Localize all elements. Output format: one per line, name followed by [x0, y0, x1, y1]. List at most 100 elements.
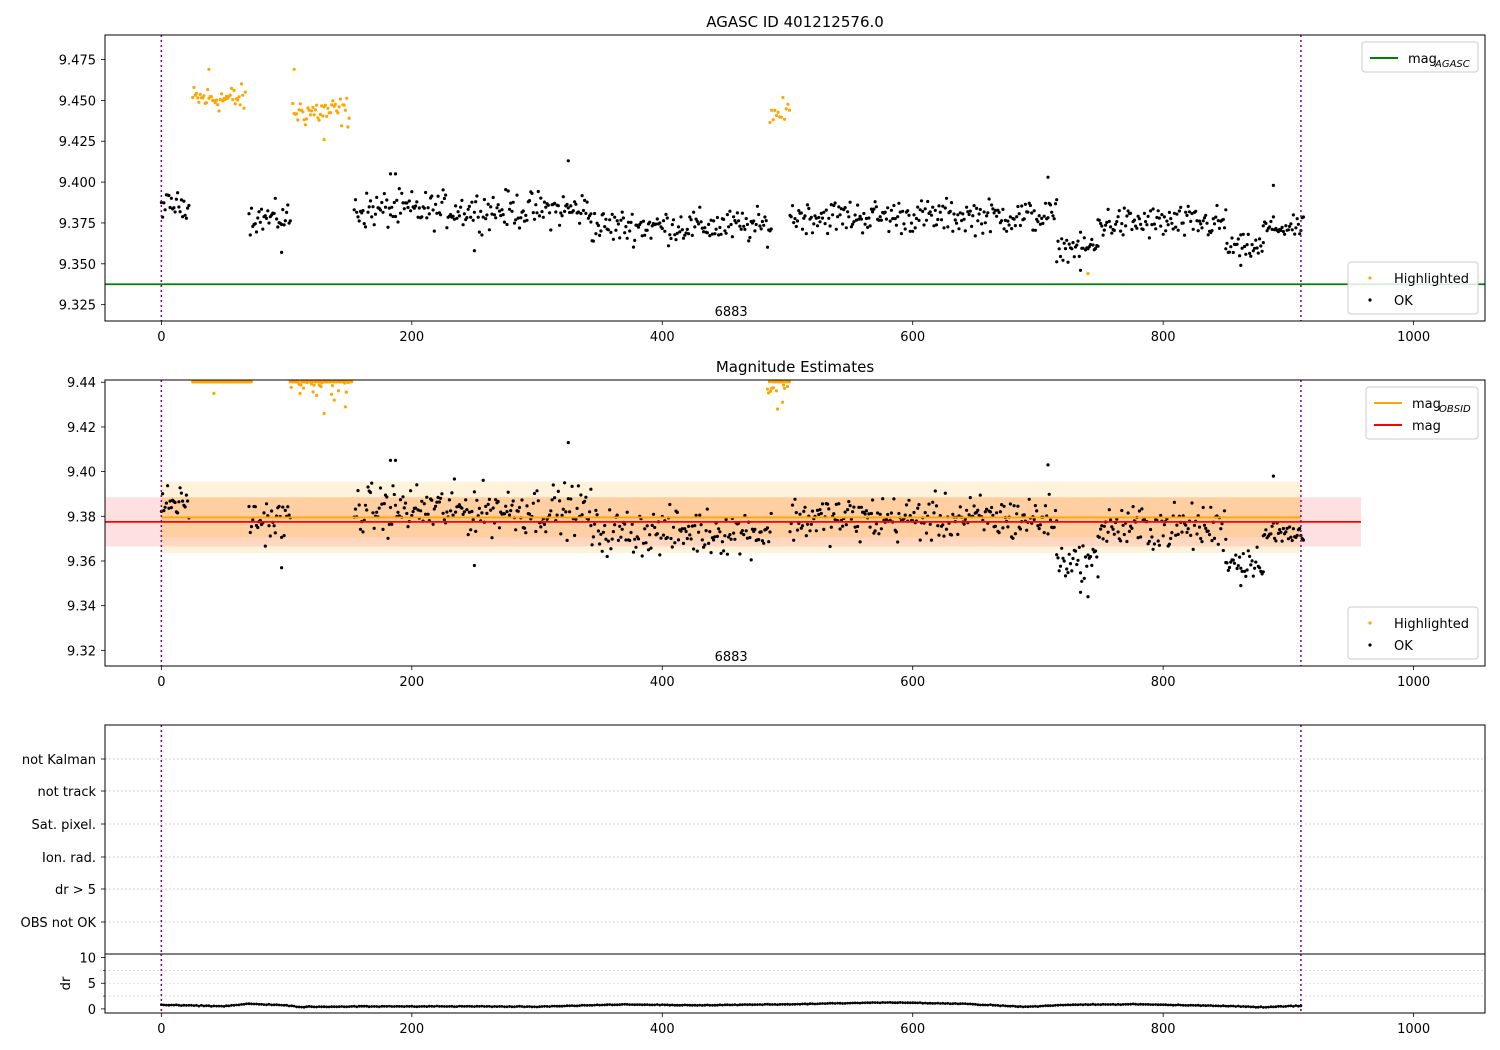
data-point [280, 566, 284, 570]
data-point [409, 489, 413, 493]
data-point [732, 215, 736, 219]
data-point [804, 534, 808, 538]
dr-point [951, 1002, 955, 1006]
data-point [491, 195, 495, 200]
dr-point [548, 1005, 551, 1008]
data-point [401, 201, 405, 205]
ytick-label: 9.350 [59, 258, 96, 273]
data-point [897, 201, 901, 205]
data-point [451, 214, 455, 218]
data-point [1116, 215, 1120, 219]
data-point [444, 193, 448, 197]
data-point [462, 212, 466, 216]
data-point [1174, 533, 1178, 537]
dr-point [1014, 1005, 1017, 1008]
data-point [416, 215, 420, 219]
data-point [819, 511, 823, 516]
data-point [715, 534, 720, 539]
data-point [392, 200, 396, 205]
data-point [1144, 220, 1148, 224]
dr-point [1139, 1002, 1142, 1006]
dr-point [415, 1005, 419, 1009]
data-point [315, 103, 319, 107]
data-point [800, 227, 805, 231]
chart-title-top: AGASC ID 401212576.0 [706, 13, 884, 31]
plot-area [105, 35, 1485, 321]
data-point [921, 209, 925, 213]
data-point [1293, 232, 1297, 236]
data-point [747, 239, 751, 243]
data-point [1022, 513, 1026, 517]
data-point [901, 209, 905, 213]
data-point [689, 218, 693, 222]
dr-point [1284, 1005, 1288, 1008]
data-point [966, 210, 970, 214]
data-point [1002, 504, 1006, 508]
data-point [995, 511, 999, 515]
ytick-label: 9.34 [67, 600, 96, 615]
data-point [1154, 227, 1158, 231]
data-point [183, 213, 187, 217]
data-point [601, 212, 606, 216]
data-point [1072, 255, 1076, 259]
data-point [191, 95, 195, 100]
data-point [481, 478, 485, 482]
data-point [795, 528, 800, 532]
dr-point [412, 1005, 416, 1008]
data-point [1206, 233, 1210, 237]
data-point [907, 498, 911, 502]
dr-point [783, 1003, 787, 1006]
data-point [787, 380, 792, 384]
data-point [630, 522, 634, 526]
data-point [467, 510, 471, 514]
data-point [410, 190, 414, 194]
dr-point [743, 1003, 747, 1006]
data-point [480, 233, 484, 237]
series-highlighted [191, 380, 1090, 599]
data-point [485, 511, 489, 515]
data-point [794, 224, 798, 229]
data-point [330, 384, 334, 388]
data-point [212, 391, 216, 395]
data-point [569, 204, 573, 208]
data-point [467, 204, 471, 208]
data-point [1184, 210, 1188, 214]
data-point [649, 546, 653, 550]
data-point [719, 232, 723, 236]
data-point [471, 218, 475, 222]
data-point [1281, 526, 1285, 531]
data-point [958, 211, 962, 215]
dr-point [763, 1002, 767, 1006]
data-point [681, 236, 686, 240]
data-point [857, 505, 861, 509]
data-point [390, 522, 394, 526]
data-point [911, 229, 915, 233]
data-point [272, 211, 276, 216]
data-point [760, 219, 765, 224]
data-point [1112, 228, 1116, 232]
dr-point [1189, 1003, 1193, 1007]
dr-point [721, 1003, 724, 1007]
data-point [1035, 509, 1039, 513]
dr-point [946, 1001, 950, 1005]
axes-frame [104, 34, 1486, 322]
dr-point [345, 1005, 349, 1009]
data-point [1246, 549, 1250, 553]
dr-point [485, 1005, 489, 1008]
data-point [636, 537, 641, 541]
data-point [739, 227, 743, 231]
data-point [1052, 525, 1056, 529]
dr-point [610, 1003, 614, 1007]
dr-point [202, 1004, 206, 1008]
data-point [768, 389, 773, 393]
dr-point [918, 1001, 922, 1004]
data-point [606, 228, 611, 232]
data-point [263, 544, 267, 548]
data-point [790, 204, 795, 208]
data-point [343, 108, 347, 112]
dr-point [453, 1005, 456, 1009]
dr-point [1264, 1005, 1268, 1009]
dr-point [838, 1001, 842, 1005]
data-point [402, 506, 406, 510]
data-point [232, 88, 236, 92]
